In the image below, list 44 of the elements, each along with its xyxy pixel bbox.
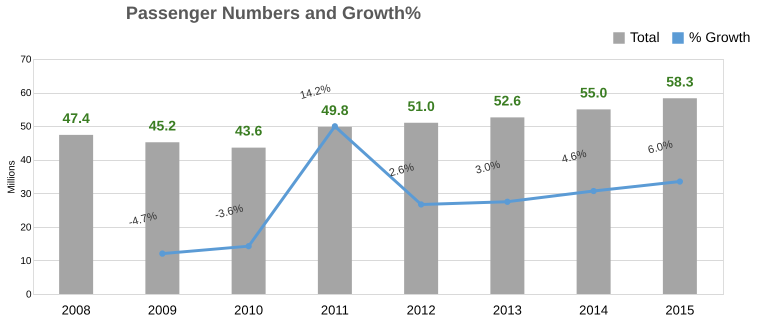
legend-label: % Growth: [689, 29, 750, 45]
bar: [318, 126, 352, 294]
x-tick-label: 2011: [320, 302, 349, 318]
data-label: 14.2%: [298, 82, 332, 102]
y-tick-label: 40: [20, 155, 32, 166]
y-tick-label: 20: [20, 222, 32, 234]
point: [159, 250, 166, 257]
y-tick-label: 50: [20, 122, 32, 133]
x-tick-label: 2008: [62, 302, 91, 318]
legend-label: Total: [630, 29, 660, 45]
y-tick-label: 30: [20, 188, 32, 200]
data-label: 51.0: [408, 98, 435, 114]
x-tick-label: 2010: [234, 302, 264, 318]
point: [418, 201, 424, 208]
y-tick-label: 60: [20, 88, 32, 100]
data-label: -4.7%: [127, 210, 159, 229]
x-tick-label: 2012: [406, 302, 436, 318]
x-tick-label: 2015: [665, 302, 694, 318]
data-label: 3.0%: [474, 158, 502, 177]
x-tick-label: 2014: [579, 302, 608, 318]
chart-title: Passenger Numbers and Growth%: [126, 3, 421, 23]
data-label: 52.6: [494, 92, 522, 108]
point: [332, 123, 338, 130]
point: [504, 198, 511, 205]
point: [676, 178, 684, 185]
y-tick-label: 70: [20, 54, 32, 66]
y-tick-label: 10: [20, 256, 32, 267]
point: [245, 243, 252, 250]
data-label: -3.6%: [214, 202, 245, 222]
data-label: 45.2: [148, 117, 176, 134]
x-tick-label: 2009: [148, 302, 177, 318]
data-label: 47.4: [62, 110, 90, 126]
data-label: 2.6%: [388, 161, 416, 180]
data-label: 43.6: [235, 122, 262, 139]
data-label: 58.3: [666, 73, 694, 90]
y-axis-title: Millions: [6, 160, 18, 194]
data-label: 6.0%: [646, 138, 674, 156]
data-label: 49.8: [321, 102, 349, 118]
bar: [59, 134, 94, 294]
point: [590, 188, 597, 194]
x-tick-label: 2013: [492, 302, 522, 318]
data-label: 4.6%: [560, 148, 588, 166]
y-tick-label: 0: [26, 290, 32, 300]
data-label: 55.0: [580, 84, 608, 100]
